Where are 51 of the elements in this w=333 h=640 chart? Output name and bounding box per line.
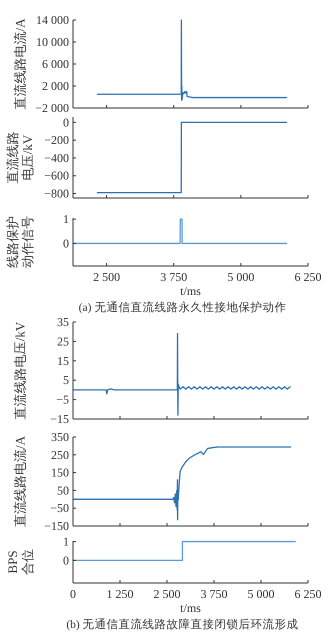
y-tick-label: −5: [56, 392, 69, 407]
line-series: [72, 332, 291, 416]
y-axis-title: 直流线路电流/A: [12, 435, 28, 527]
text: 直流线路: [5, 132, 20, 184]
y-tick-label: −15: [50, 412, 69, 426]
x-tick-label: 3 750: [160, 270, 188, 284]
text: 合位: [20, 549, 35, 575]
y-axis-title: 直流线路电压/kV: [12, 321, 28, 420]
y-tick-label: 14 000: [36, 13, 69, 27]
text: 动作信号: [20, 216, 35, 268]
x-tick-label: 2 500: [154, 587, 180, 601]
y-tick-label: 25: [57, 334, 69, 348]
x-tick-label: 5 000: [248, 587, 274, 601]
y-tick-label: −150: [44, 519, 69, 533]
x-tick-label: 2 500: [93, 270, 120, 284]
x-tick-label: 3 750: [200, 587, 228, 601]
y-tick-label: 2 000: [42, 79, 69, 93]
y-tick-label: 1: [63, 534, 69, 549]
y-tick-label: −800: [44, 186, 69, 201]
x-axis-title: t/ms: [180, 601, 202, 615]
x-tick-label: 1 250: [106, 587, 134, 601]
y-axis-title: 直流线路电流/A: [12, 18, 28, 110]
y-tick-label: −600: [44, 168, 69, 183]
y-tick-label: 50: [57, 483, 69, 498]
y-tick-label: 1: [63, 212, 69, 226]
y-tick-label: 250: [51, 448, 69, 462]
text: (a) 无通信直流线路永久性接地保护动作: [78, 300, 286, 314]
text: (b) 无通信直流线路故障直接闭锁后环流形成: [66, 617, 299, 631]
x-tick-label: 6 250: [294, 587, 322, 601]
line-series: [72, 446, 292, 520]
text: 电压/kV: [20, 134, 35, 180]
y-tick-label: 6 000: [42, 57, 69, 71]
x-axis-title: t/ms: [180, 284, 202, 298]
x-tick-label: 5 000: [227, 270, 254, 284]
text: 线路保护: [5, 216, 20, 268]
y-tick-label: 35: [57, 315, 69, 329]
y-tick-label: −400: [44, 150, 69, 165]
y-tick-label: 10 000: [36, 35, 69, 49]
y-tick-label: 350: [51, 430, 69, 444]
y-tick-label: −50: [50, 501, 69, 516]
y-tick-label: 150: [51, 466, 69, 480]
y-tick-label: 5: [63, 373, 69, 388]
y-tick-label: −200: [44, 133, 69, 148]
y-tick-label: −2 000: [35, 101, 69, 115]
y-tick-label: 15: [57, 354, 69, 368]
x-tick-label: 6 250: [294, 270, 322, 284]
text: BPS: [5, 550, 20, 574]
y-tick-label: 0: [63, 236, 69, 250]
y-tick-label: 0: [63, 115, 69, 130]
line-series: [96, 19, 288, 101]
y-tick-label: 0: [63, 553, 69, 568]
